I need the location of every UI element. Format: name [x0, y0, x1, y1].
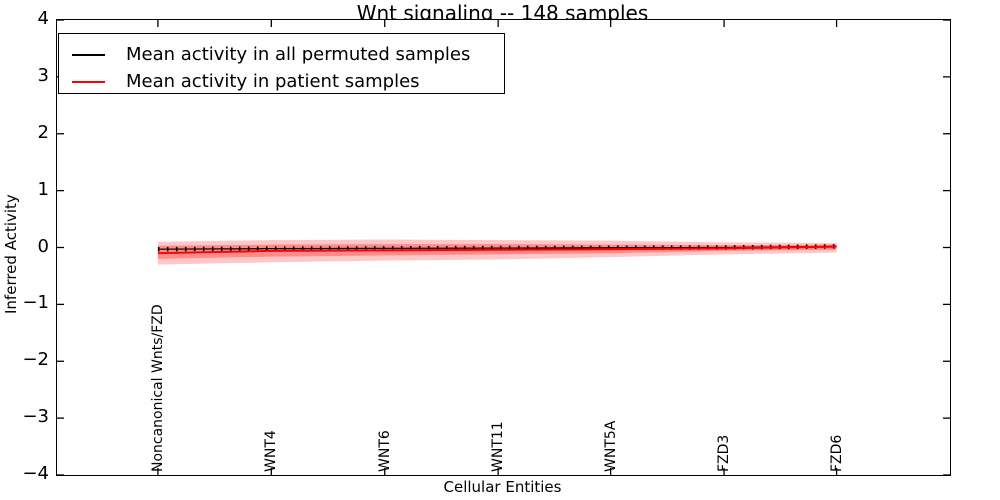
- y-tick-label: 4: [37, 8, 49, 29]
- y-tick-label: 3: [37, 64, 49, 86]
- plot-area: Noncanonical Wnts/FZD WNT4 WNT6 WNT11 WNT5A F…: [56, 19, 951, 476]
- y-tick-label: −1: [22, 292, 49, 314]
- y-tick-label: 0: [37, 235, 49, 257]
- legend-item-patient: Mean activity in patient samples: [59, 68, 504, 95]
- permuted-line-swatch: [72, 53, 105, 56]
- legend: Mean activity in all permuted samples Me…: [58, 33, 505, 94]
- legend-item-permuted: Mean activity in all permuted samples: [59, 41, 504, 68]
- x-axis-label: Cellular Entities: [443, 478, 562, 496]
- legend-label-patient: Mean activity in patient samples: [126, 71, 420, 92]
- y-tick-label: −4: [22, 463, 49, 484]
- x-category-label: FZD6: [828, 434, 845, 472]
- patient-line-swatch: [72, 80, 105, 83]
- x-category-label: Noncanonical Wnts/FZD: [149, 304, 166, 472]
- x-category-label: WNT6: [376, 430, 393, 472]
- chart-canvas: [57, 20, 950, 475]
- x-category-label: WNT4: [263, 430, 280, 472]
- x-category-label: WNT11: [490, 421, 507, 472]
- band-patient-activity-spread-outer: [157, 239, 837, 265]
- x-category-label: FZD3: [716, 434, 733, 472]
- legend-label-permuted: Mean activity in all permuted samples: [126, 44, 471, 65]
- series-line-1: [157, 245, 837, 255]
- y-tick-label: −3: [22, 406, 49, 428]
- x-category-label: WNT5A: [602, 420, 619, 472]
- y-tick-label: 1: [37, 178, 49, 200]
- y-tick-label: −2: [22, 349, 49, 371]
- y-tick-label: 2: [37, 121, 49, 143]
